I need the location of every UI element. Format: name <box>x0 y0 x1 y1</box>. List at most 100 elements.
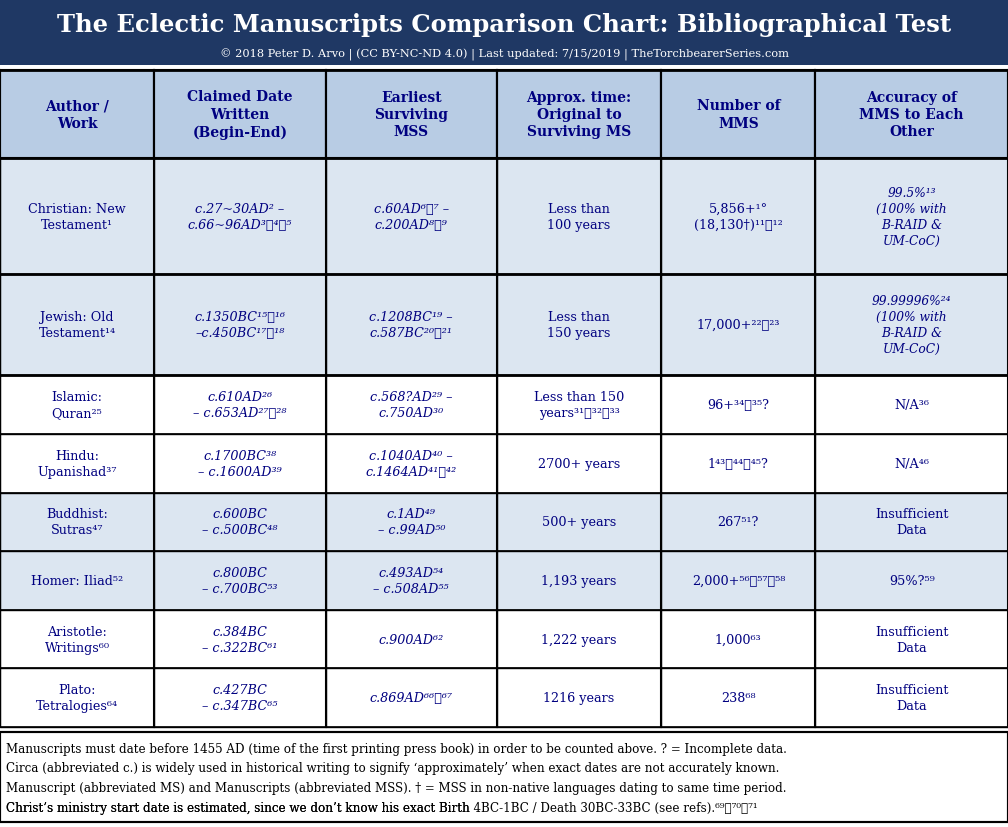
Bar <box>0 71 154 159</box>
Text: c.1208BC¹⁹ –
c.587BC²⁰‧²¹: c.1208BC¹⁹ – c.587BC²⁰‧²¹ <box>370 311 453 340</box>
Bar <box>661 275 815 375</box>
Text: Homer: Iliad⁵²: Homer: Iliad⁵² <box>31 574 123 587</box>
Text: 238⁶⁸: 238⁶⁸ <box>721 691 756 705</box>
Bar <box>154 552 326 610</box>
Text: 1,222 years: 1,222 years <box>541 633 617 646</box>
Bar <box>661 610 815 668</box>
Text: 96+³⁴‧³⁵?: 96+³⁴‧³⁵? <box>708 399 769 412</box>
Text: Islamic:
Quran²⁵: Islamic: Quran²⁵ <box>51 390 103 419</box>
Text: Insufficient
Data: Insufficient Data <box>875 508 949 537</box>
Text: Manuscript (abbreviated MS) and Manuscripts (abbreviated MSS). † = MSS in non-na: Manuscript (abbreviated MS) and Manuscri… <box>6 782 786 795</box>
Bar <box>815 71 1008 159</box>
Bar <box>0 732 1008 822</box>
Text: The Eclectic Manuscripts Comparison Chart: Bibliographical Test: The Eclectic Manuscripts Comparison Char… <box>56 13 952 37</box>
Bar <box>154 610 326 668</box>
Text: Number of
MMS: Number of MMS <box>697 99 780 131</box>
Text: 17,000+²²‧²³: 17,000+²²‧²³ <box>697 319 780 332</box>
Bar <box>154 668 326 727</box>
Bar <box>497 375 661 434</box>
Bar <box>154 275 326 375</box>
Text: © 2018 Peter D. Arvo | (CC BY-NC-ND 4.0) | Last updated: 7/15/2019 | TheTorchbea: © 2018 Peter D. Arvo | (CC BY-NC-ND 4.0)… <box>220 49 788 61</box>
Bar <box>326 668 497 727</box>
Text: c.610AD²⁶
– c.653AD²⁷‧²⁸: c.610AD²⁶ – c.653AD²⁷‧²⁸ <box>194 390 286 419</box>
Text: Author /
Work: Author / Work <box>45 99 109 131</box>
Text: Christ’s ministry start date is estimated, since we don’t know his exact Birth 4: Christ’s ministry start date is estimate… <box>6 801 758 815</box>
Bar <box>0 610 154 668</box>
Text: 1,193 years: 1,193 years <box>541 574 617 587</box>
Text: Approx. time:
Original to
Surviving MS: Approx. time: Original to Surviving MS <box>526 91 632 139</box>
Bar <box>154 71 326 159</box>
Text: 500+ years: 500+ years <box>542 516 616 528</box>
Bar <box>326 434 497 493</box>
Text: Circa (abbreviated c.) is widely used in historical writing to signify ‘approxim: Circa (abbreviated c.) is widely used in… <box>6 762 779 775</box>
Text: c.1350BC¹⁵‧¹⁶
–c.450BC¹⁷‧¹⁸: c.1350BC¹⁵‧¹⁶ –c.450BC¹⁷‧¹⁸ <box>195 311 285 340</box>
Bar <box>661 493 815 552</box>
Bar <box>0 732 1008 822</box>
Text: 1⁴³‧⁴⁴‧⁴⁵?: 1⁴³‧⁴⁴‧⁴⁵? <box>708 457 769 471</box>
Text: c.493AD⁵⁴
– c.508AD⁵⁵: c.493AD⁵⁴ – c.508AD⁵⁵ <box>373 566 450 595</box>
Bar <box>815 159 1008 275</box>
Bar <box>326 552 497 610</box>
Bar <box>661 159 815 275</box>
Text: 99.99996%²⁴
(100% with
B-RAID &
UM-CoC): 99.99996%²⁴ (100% with B-RAID & UM-CoC) <box>872 295 952 356</box>
Text: c.60AD⁶‧⁷ –
c.200AD⁸‧⁹: c.60AD⁶‧⁷ – c.200AD⁸‧⁹ <box>374 203 449 232</box>
Text: Earliest
Surviving
MSS: Earliest Surviving MSS <box>374 91 449 139</box>
Text: c.900AD⁶²: c.900AD⁶² <box>379 633 444 646</box>
Text: c.27~30AD² –
c.66~96AD³‧⁴‧⁵: c.27~30AD² – c.66~96AD³‧⁴‧⁵ <box>187 203 292 232</box>
Bar <box>326 159 497 275</box>
Text: Less than 150
years³¹‧³²‧³³: Less than 150 years³¹‧³²‧³³ <box>534 390 624 419</box>
Bar <box>815 275 1008 375</box>
Bar <box>154 159 326 275</box>
Bar <box>497 493 661 552</box>
Bar <box>0 493 154 552</box>
Bar <box>497 552 661 610</box>
Text: Christ’s ministry start date is estimated, since we don’t know his exact Birth: Christ’s ministry start date is estimate… <box>6 801 470 815</box>
Text: Plato:
Tetralogies⁶⁴: Plato: Tetralogies⁶⁴ <box>36 683 118 712</box>
Bar <box>0 434 154 493</box>
Bar <box>815 375 1008 434</box>
Text: Jewish: Old
Testament¹⁴: Jewish: Old Testament¹⁴ <box>38 311 116 340</box>
Bar <box>815 493 1008 552</box>
Bar <box>154 493 326 552</box>
Text: Insufficient
Data: Insufficient Data <box>875 625 949 654</box>
Text: c.800BC
– c.700BC⁵³: c.800BC – c.700BC⁵³ <box>203 566 277 595</box>
Bar <box>0 668 154 727</box>
Bar <box>0 0 1008 66</box>
Bar <box>497 434 661 493</box>
Bar <box>0 275 154 375</box>
Bar <box>497 275 661 375</box>
Bar <box>661 434 815 493</box>
Bar <box>497 159 661 275</box>
Bar <box>0 375 154 434</box>
Text: Hindu:
Upanishad³⁷: Hindu: Upanishad³⁷ <box>37 449 117 478</box>
Text: Less than
100 years: Less than 100 years <box>547 203 611 232</box>
Bar <box>661 552 815 610</box>
Text: Manuscripts must date before 1455 AD (time of the first printing press book) in : Manuscripts must date before 1455 AD (ti… <box>6 742 787 754</box>
Text: c.1700BC³⁸
– c.1600AD³⁹: c.1700BC³⁸ – c.1600AD³⁹ <box>198 449 282 478</box>
Text: Aristotle:
Writings⁶⁰: Aristotle: Writings⁶⁰ <box>44 625 110 654</box>
Text: Insufficient
Data: Insufficient Data <box>875 683 949 712</box>
Text: 2700+ years: 2700+ years <box>538 457 620 471</box>
Bar <box>326 275 497 375</box>
Bar <box>661 71 815 159</box>
Bar <box>154 434 326 493</box>
Bar <box>326 493 497 552</box>
Text: Claimed Date
Written
(Begin-End): Claimed Date Written (Begin-End) <box>187 90 292 140</box>
Text: 267⁵¹?: 267⁵¹? <box>718 516 759 528</box>
Text: c.600BC
– c.500BC⁴⁸: c.600BC – c.500BC⁴⁸ <box>203 508 277 537</box>
Bar <box>497 610 661 668</box>
Text: c.427BC
– c.347BC⁶⁵: c.427BC – c.347BC⁶⁵ <box>203 683 277 712</box>
Bar <box>154 375 326 434</box>
Text: 1216 years: 1216 years <box>543 691 615 705</box>
Text: 1,000⁶³: 1,000⁶³ <box>715 633 762 646</box>
Bar <box>0 159 154 275</box>
Bar <box>815 610 1008 668</box>
Bar <box>661 668 815 727</box>
Bar <box>497 71 661 159</box>
Text: c.568?AD²⁹ –
c.750AD³⁰: c.568?AD²⁹ – c.750AD³⁰ <box>370 390 453 419</box>
Bar <box>661 375 815 434</box>
Bar <box>326 610 497 668</box>
Text: Accuracy of
MMS to Each
Other: Accuracy of MMS to Each Other <box>860 91 964 139</box>
Text: N/A³⁶: N/A³⁶ <box>894 399 929 412</box>
Text: Less than
150 years: Less than 150 years <box>547 311 611 340</box>
